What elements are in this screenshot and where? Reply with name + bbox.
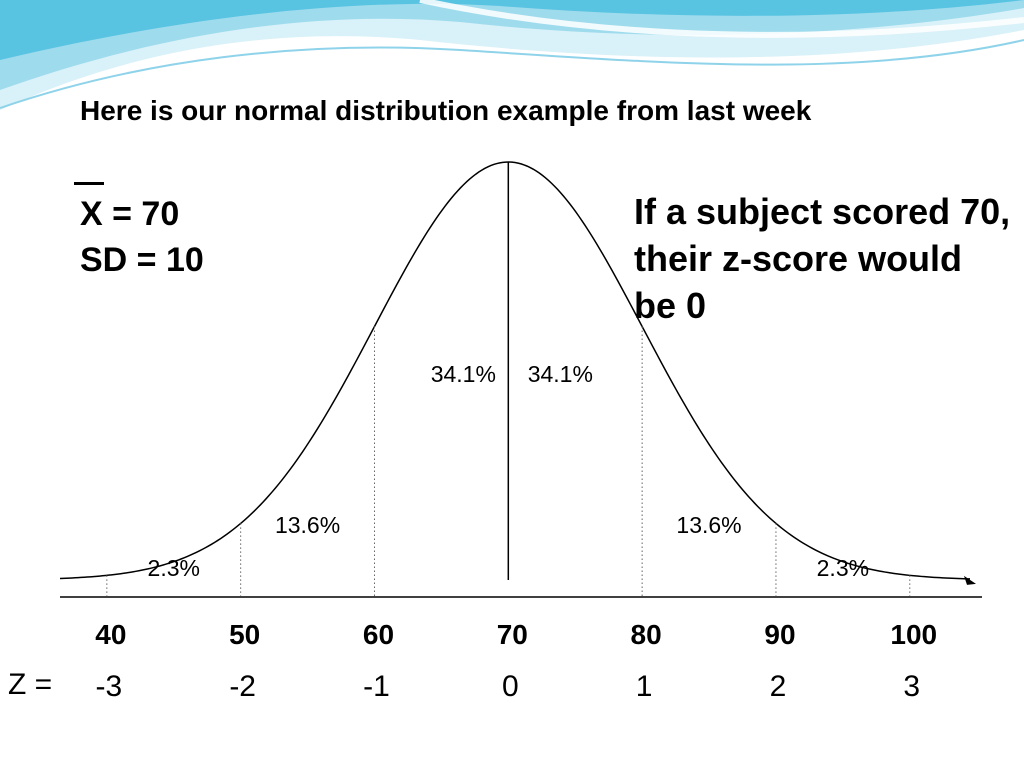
- region-label-0: 2.3%: [148, 555, 200, 581]
- z-tick-label-1: -2: [229, 670, 256, 703]
- x-tick-label-4: 80: [631, 619, 662, 650]
- curve-arrowhead: [964, 575, 976, 585]
- z-tick-label-4: 1: [636, 670, 653, 703]
- z-tick-label-5: 2: [770, 670, 787, 703]
- x-tick-label-6: 100: [890, 619, 937, 650]
- mean-overbar: [74, 182, 104, 185]
- sd-line: SD = 10: [80, 241, 204, 279]
- distribution-curve: [59, 161, 971, 580]
- z-tick-label-2: -1: [363, 670, 390, 703]
- mean-line: X = 70: [80, 195, 180, 233]
- z-score-note: If a subject scored 70, their z-score wo…: [634, 191, 1011, 326]
- z-tick-label-6: 3: [903, 670, 920, 703]
- region-label-4: 13.6%: [676, 512, 741, 538]
- slide-title: Here is our normal distribution example …: [80, 95, 812, 126]
- wave-band-dark: [0, 0, 1024, 60]
- region-label-5: 2.3%: [817, 555, 869, 581]
- x-tick-label-0: 40: [95, 619, 126, 650]
- region-label-3: 34.1%: [528, 361, 593, 387]
- region-label-2: 34.1%: [431, 361, 496, 387]
- region-label-1: 13.6%: [275, 512, 340, 538]
- x-tick-label-2: 60: [363, 619, 394, 650]
- x-tick-label-3: 70: [497, 619, 528, 650]
- wave-line: [0, 39, 1024, 109]
- x-tick-label-5: 90: [764, 619, 795, 650]
- z-prefix-label: Z =: [8, 668, 53, 701]
- wave-highlight: [419, 0, 1024, 38]
- z-tick-label-0: -3: [95, 670, 122, 703]
- wave-band-mid: [0, 0, 1024, 90]
- z-tick-label-3: 0: [502, 670, 519, 703]
- x-tick-label-1: 50: [229, 619, 260, 650]
